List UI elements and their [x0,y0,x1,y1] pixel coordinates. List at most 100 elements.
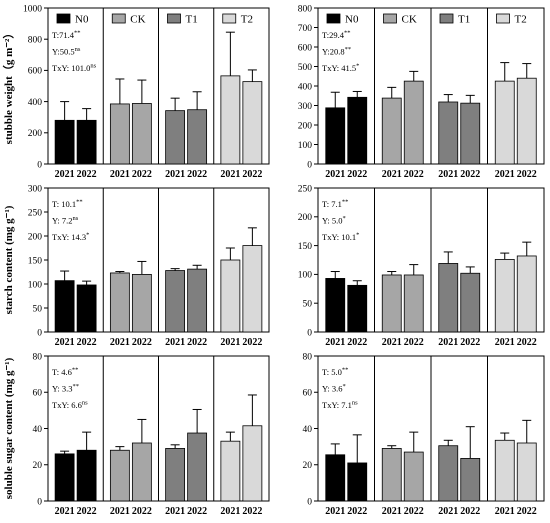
x-tick-label: 2022 [517,506,537,517]
x-tick-label: 2022 [404,506,424,517]
x-tick-label: 2022 [77,506,97,517]
stats-line: T: 4.6** [52,367,78,378]
y-tick-label: 50 [33,304,43,314]
stats-line: TxY: 101.0ns [52,63,97,74]
bar-ck-2021 [109,103,130,165]
stats-value: T: 7.1 [322,199,342,209]
bar-t2-2021 [220,75,241,165]
bar-t1-2021 [438,101,459,165]
x-tick-label: 2021 [165,506,185,517]
stats-line: TxY: 10.1* [322,232,359,243]
bar-t1-2022 [187,109,208,165]
x-tick-label: 2021 [495,337,515,348]
y-tick-label: 150 [298,242,313,252]
y-tick-label: 500 [298,63,313,73]
y-tick-label: 100 [28,280,43,290]
bar-t2-2021 [220,259,241,333]
bar-ck-2022 [131,273,152,333]
bar-n0-2022 [347,462,368,502]
x-tick-label: 2022 [77,169,97,180]
stats-line: TxY: 41.5* [322,63,359,74]
legend-swatch-ck [383,13,397,24]
x-tick-label: 2021 [110,169,130,180]
legend-label-t2: T2 [515,14,527,26]
stats-value: TxY: 10.1 [322,232,356,242]
y-tick-label: 200 [28,129,43,139]
legend-label-n0: N0 [75,14,89,26]
stats-significance: ** [76,199,83,206]
x-tick-label: 2021 [220,337,240,348]
bar-n0-2022 [347,96,368,165]
plot-frame [317,187,545,333]
y-tick-label: 250 [298,184,313,194]
y-tick-label: 400 [298,82,313,92]
y-tick-label: 150 [28,256,43,266]
y-tick-label: 700 [298,24,313,34]
bar-t1-2021 [438,263,459,333]
x-tick-label: 2022 [347,169,367,180]
x-tick-label: 2022 [77,337,97,348]
y-tick-label: 100 [298,271,313,281]
stats-significance: ** [72,367,79,374]
y-tick-label: 0 [307,160,312,170]
bar-t1-2022 [187,268,208,333]
x-tick-label: 2021 [382,169,402,180]
y-tick-label: 0 [307,328,312,338]
stats-value: TxY: 6.6 [52,400,82,410]
y-tick-label: 200 [298,213,313,223]
x-tick-label: 2021 [438,506,458,517]
legend-swatch-n0 [326,13,341,24]
x-tick-label: 2022 [347,337,367,348]
stats-value: Y:50.5 [52,47,75,57]
legend-label-ck: CK [402,14,417,26]
x-tick-label: 2022 [187,337,207,348]
stats-value: Y: 5.0 [322,216,342,226]
x-tick-label: 2022 [242,337,262,348]
x-tick-label: 2021 [382,337,402,348]
plot-frame [47,7,270,165]
stats-line: T:71.4** [52,30,81,41]
stats-line: T:29.4** [322,30,351,41]
bar-ck-2022 [131,103,152,165]
x-tick-label: 2021 [438,337,458,348]
bar-n0-2021 [325,107,346,165]
y-tick-label: 60 [33,389,43,399]
x-tick-label: 2021 [495,169,515,180]
y-tick-label: 40 [303,425,313,435]
bar-t1-2021 [165,448,186,502]
bar-t1-2021 [438,445,459,502]
x-tick-label: 2021 [55,169,75,180]
bar-n0-2022 [76,284,97,333]
bar-t1-2022 [460,272,481,333]
y-tick-label: 40 [33,425,43,435]
x-tick-label: 2022 [132,169,152,180]
bar-t2-2022 [242,245,263,333]
stats-line: Y: 7.2ns [52,215,79,226]
stats-value: TxY: 101.0 [52,63,90,73]
stats-value: T:29.4 [322,30,345,40]
bar-ck-2021 [109,272,130,333]
legend-swatch-t1 [167,13,181,24]
legend-swatch-ck [111,13,126,24]
stats-significance: * [356,63,359,70]
bar-ck-2021 [381,97,402,165]
y-tick-label: 300 [298,102,313,112]
y-tick-label: 250 [28,208,43,218]
legend-label-t1: T1 [458,14,470,26]
y-tick-label: 400 [28,98,43,108]
bar-ck-2021 [381,448,402,502]
stats-line: T: 10.1** [52,199,83,210]
x-tick-label: 2022 [132,506,152,517]
y-tick-label: 80 [33,352,43,362]
bar-t2-2022 [516,442,537,502]
legend-swatch-n0 [56,13,71,24]
x-tick-label: 2022 [242,169,262,180]
x-tick-label: 2022 [132,337,152,348]
stats-significance: * [86,232,89,239]
y-tick-label: 80 [303,352,313,362]
y-axis-label: stubble weight（g m⁻²） [2,28,15,145]
stats-line: Y:50.5ns [52,46,81,57]
stats-line: Y: 5.0* [322,215,346,226]
